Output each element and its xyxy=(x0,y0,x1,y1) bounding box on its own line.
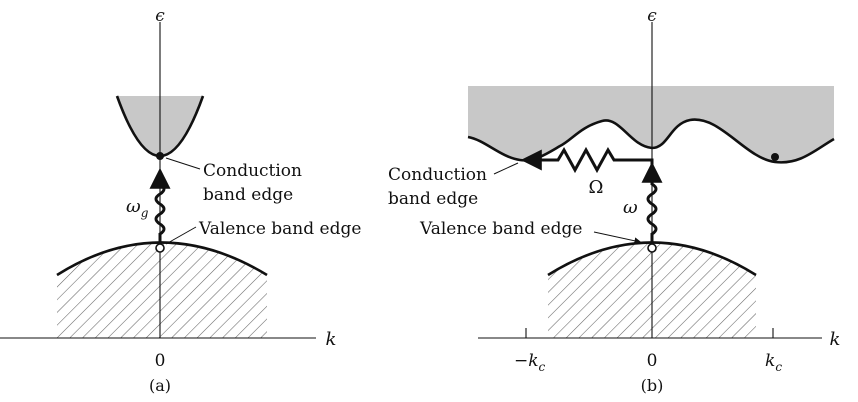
phonon-label-b: Ω xyxy=(589,177,604,198)
energy-axis-label-b: ϵ xyxy=(647,6,657,26)
energy-axis-label-a: ϵ xyxy=(155,6,165,26)
photon-label-b: ω xyxy=(623,197,638,218)
conduction-label-a-line2: band edge xyxy=(203,185,293,205)
conduction-minimum-dot-a xyxy=(156,152,164,160)
valence-band-a xyxy=(57,242,267,338)
neg-kc-label-k: −k xyxy=(514,351,539,371)
phonon-wiggle-b xyxy=(520,146,654,174)
valence-maximum-hole-b xyxy=(647,243,657,253)
conduction-label-a-line1: Conduction xyxy=(203,161,302,181)
panel-b xyxy=(467,22,835,339)
photon-wiggle-a xyxy=(149,167,171,244)
valence-label-a: Valence band edge xyxy=(198,219,361,239)
caption-b: (b) xyxy=(641,376,664,395)
conduction-label-b-line1: Conduction xyxy=(388,165,487,185)
conduction-pointer-b xyxy=(493,162,519,175)
valence-label-b: Valence band edge xyxy=(419,219,582,239)
photon-wiggle-b xyxy=(641,161,663,244)
photon-label-a-sub: g xyxy=(141,206,149,220)
origin-label-a: 0 xyxy=(155,351,166,371)
k-axis-label-b: k xyxy=(830,329,841,350)
conduction-pointer-a xyxy=(165,157,201,170)
pos-kc-label-k: k xyxy=(765,351,775,371)
conduction-band-b xyxy=(468,86,834,163)
pos-kc-label: kc xyxy=(765,351,782,374)
valence-pointer-a xyxy=(165,226,197,245)
photon-label-a: ωg xyxy=(126,196,149,220)
origin-label-b: 0 xyxy=(647,351,658,371)
valence-maximum-hole-a xyxy=(155,243,165,253)
k-axis-label-a: k xyxy=(326,329,337,350)
caption-a: (a) xyxy=(149,376,171,395)
valence-pointer-b xyxy=(593,231,642,245)
panel-a xyxy=(0,22,316,339)
neg-kc-label-sub: c xyxy=(539,360,546,374)
pos-kc-label-sub: c xyxy=(775,360,782,374)
photon-label-a-omega: ω xyxy=(126,196,141,217)
conduction-label-b-line2: band edge xyxy=(388,189,478,209)
conduction-minimum-dot-b xyxy=(771,153,779,161)
neg-kc-label: −kc xyxy=(514,351,546,374)
